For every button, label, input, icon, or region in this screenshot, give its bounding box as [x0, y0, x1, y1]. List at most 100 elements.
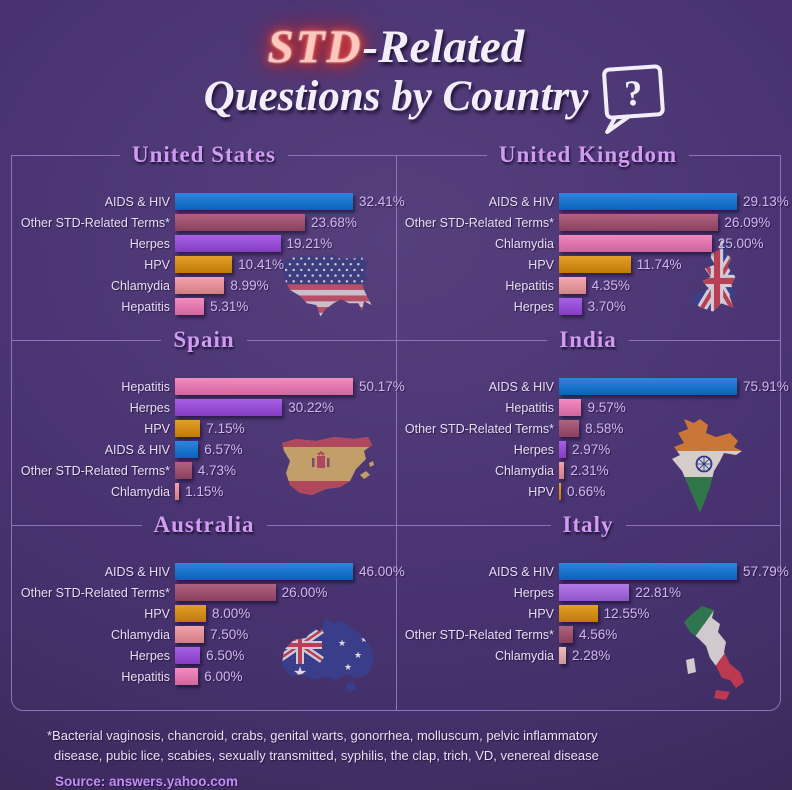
bar-label: Chlamydia	[110, 484, 170, 499]
bar-row: AIDS & HIV 32.41%	[20, 193, 405, 210]
bar-track: 4.56%	[559, 626, 737, 643]
bar-row: Other STD-Related Terms* 8.58%	[404, 420, 780, 437]
bar	[175, 483, 180, 500]
bar	[559, 647, 567, 664]
title-line-1: STD-Related	[0, 0, 792, 72]
bar-value: 19.21%	[286, 236, 333, 251]
bar-label: Herpes	[513, 299, 554, 314]
panel-title: Australia	[153, 512, 255, 537]
bar-label: Hepatitis	[121, 669, 170, 684]
bar-label: Herpes	[129, 236, 170, 251]
bar-row: HPV 11.74%	[404, 256, 780, 273]
panel-header: Italy	[396, 512, 780, 538]
bar-track: 2.97%	[559, 441, 737, 458]
bar-value: 25.00%	[717, 236, 764, 251]
bar-label: HPV	[528, 606, 554, 621]
bar	[559, 441, 566, 458]
bar	[559, 193, 737, 210]
bar-row: Chlamydia 2.31%	[404, 462, 780, 479]
bar-value: 23.68%	[311, 215, 357, 230]
bar-value: 4.35%	[591, 278, 630, 293]
panel-title: Italy	[562, 512, 614, 537]
panel-header: Australia	[12, 512, 396, 538]
bar-row: Hepatitis 9.57%	[404, 399, 780, 416]
question-bubble-icon: ?	[602, 64, 666, 134]
bar	[175, 668, 199, 685]
bar-track: 1.15%	[175, 483, 353, 500]
bar-track: 10.41%	[175, 256, 353, 273]
bar-label: Chlamydia	[494, 648, 554, 663]
bar-track: 12.55%	[559, 605, 737, 622]
panel-header: India	[396, 327, 780, 353]
bar-label: Herpes	[513, 442, 554, 457]
bar-row: Herpes 3.70%	[404, 298, 780, 315]
bar-value: 8.99%	[230, 278, 269, 293]
bar-value: 4.56%	[579, 627, 618, 642]
bar	[175, 193, 353, 210]
bar-row: Chlamydia 7.50%	[20, 626, 396, 643]
bar-label: Other STD-Related Terms*	[20, 585, 170, 600]
bar-label: AIDS & HIV	[488, 379, 554, 394]
header-line	[288, 154, 397, 156]
bar-label: AIDS & HIV	[104, 194, 170, 209]
bar-row: HPV 0.66%	[404, 483, 780, 500]
header-line	[266, 524, 396, 526]
bar-track: 32.41%	[175, 193, 405, 210]
bar-track: 75.91%	[559, 378, 789, 395]
bar-track: 19.21%	[175, 235, 353, 252]
bar-label: HPV	[144, 606, 170, 621]
bar-track: 26.09%	[559, 214, 770, 231]
bar-row: AIDS & HIV 6.57%	[20, 441, 396, 458]
bar-label: HPV	[528, 257, 554, 272]
bar	[559, 214, 719, 231]
bar-value: 10.41%	[238, 257, 284, 272]
bar-label: Herpes	[129, 648, 170, 663]
bar-value: 29.13%	[743, 194, 789, 209]
center-divider	[396, 155, 397, 710]
bar-label: Hepatitis	[505, 400, 554, 415]
bar-label: Herpes	[513, 585, 554, 600]
bar-value: 22.81%	[635, 585, 682, 600]
bar-label: HPV	[144, 421, 170, 436]
header-line	[396, 524, 551, 526]
country-panel: United States AIDS & HIV 32.41%	[12, 142, 405, 340]
bar	[175, 378, 353, 395]
country-panel: Italy AIDS & HIV 57.79% Herpes 22.81%	[396, 512, 789, 710]
bar-label: Hepatitis	[505, 278, 554, 293]
bar-label: AIDS & HIV	[104, 442, 170, 457]
bar-row: Herpes 19.21%	[20, 235, 396, 252]
bar-row: Chlamydia 1.15%	[20, 483, 396, 500]
header-line	[12, 524, 142, 526]
bar-track: 29.13%	[559, 193, 789, 210]
panel-title: India	[559, 327, 617, 352]
bar-track: 50.17%	[175, 378, 405, 395]
bar-value: 75.91%	[743, 379, 789, 394]
bar-row: Other STD-Related Terms* 4.56%	[404, 626, 780, 643]
bar-row: Herpes 22.81%	[404, 584, 780, 601]
bar-label: Chlamydia	[110, 627, 170, 642]
title-line-2-wrap: Questions by Country ?	[204, 64, 666, 134]
bar-row: Herpes 2.97%	[404, 441, 780, 458]
panel-header: Spain	[12, 327, 397, 353]
bar-track: 2.28%	[559, 647, 737, 664]
bar-track: 9.57%	[559, 399, 737, 416]
bar-track: 6.50%	[175, 647, 353, 664]
bar	[175, 605, 206, 622]
bar-value: 9.57%	[587, 400, 626, 415]
country-panel: Spain Hepatitis 50.17% Herpes 30.22%	[12, 327, 405, 525]
bar	[559, 235, 712, 252]
bar-label: HPV	[144, 257, 170, 272]
bar-track: 7.50%	[175, 626, 353, 643]
bar-row: AIDS & HIV 57.79%	[404, 563, 789, 580]
bar-row: HPV 8.00%	[20, 605, 396, 622]
bar-label: HPV	[528, 484, 554, 499]
bar	[559, 605, 598, 622]
bar-value: 26.09%	[724, 215, 771, 230]
bar-label: Chlamydia	[494, 236, 554, 251]
bar	[175, 462, 192, 479]
bar	[175, 584, 276, 601]
panel-header: United Kingdom	[396, 142, 781, 168]
bar	[559, 298, 582, 315]
bar-label: Other STD-Related Terms*	[404, 627, 554, 642]
bar-track: 5.31%	[175, 298, 353, 315]
